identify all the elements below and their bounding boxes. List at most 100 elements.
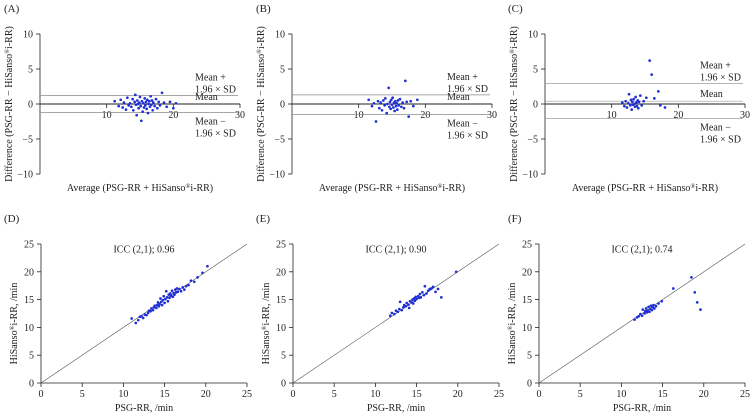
y-tick-label: 10 bbox=[275, 30, 285, 41]
data-point bbox=[385, 102, 389, 106]
y-axis-title-part: i-RR) bbox=[509, 26, 520, 49]
data-point bbox=[367, 98, 371, 102]
data-point bbox=[640, 314, 644, 318]
data-point bbox=[418, 292, 422, 296]
data-point bbox=[426, 289, 430, 293]
data-point bbox=[146, 111, 150, 115]
data-point bbox=[413, 299, 417, 303]
data-point bbox=[117, 104, 121, 108]
registered-mark: ® bbox=[261, 325, 268, 330]
y-axis-title-part: i-RR) bbox=[256, 26, 267, 49]
y-axis-title-part: i-RR, /min bbox=[9, 283, 20, 326]
y-tick-label: −5 bbox=[22, 135, 33, 146]
icc-annotation: ICC (2,1); 0.90 bbox=[365, 244, 426, 255]
data-point bbox=[170, 289, 174, 293]
data-point bbox=[656, 90, 660, 93]
y-tick-label: 25 bbox=[522, 240, 532, 251]
registered-mark: ® bbox=[9, 325, 16, 330]
lower-loa-label: 1.96 × SD bbox=[447, 131, 488, 142]
registered-mark: ® bbox=[437, 183, 442, 190]
data-point bbox=[176, 290, 180, 294]
x-tick-label: 25 bbox=[242, 389, 252, 400]
x-axis-title: Average (PSG-RR + HiSanso®i-RR) bbox=[319, 183, 465, 195]
x-tick-label: 15 bbox=[412, 389, 422, 400]
x-tick-label: 30 bbox=[740, 110, 750, 121]
x-axis-title: PSG-RR, /min bbox=[613, 403, 671, 414]
x-axis-title-part: i-RR) bbox=[695, 183, 718, 194]
data-point bbox=[620, 101, 624, 104]
x-tick-label: 20 bbox=[201, 389, 211, 400]
y-tick-label: −10 bbox=[269, 170, 285, 181]
data-point bbox=[395, 101, 399, 105]
y-tick-label: 20 bbox=[24, 267, 34, 278]
y-tick-label: 25 bbox=[24, 240, 34, 251]
data-point bbox=[638, 94, 642, 97]
data-point bbox=[643, 312, 646, 315]
x-axis-title: PSG-RR, /min bbox=[115, 403, 173, 414]
registered-mark: ® bbox=[690, 183, 695, 190]
identity-line bbox=[538, 243, 746, 384]
y-tick-label: 0 bbox=[527, 379, 532, 390]
data-point bbox=[141, 101, 145, 105]
data-point bbox=[174, 101, 178, 105]
identity-line bbox=[40, 243, 248, 384]
data-point bbox=[148, 105, 152, 109]
y-tick-label: −10 bbox=[17, 170, 33, 181]
data-point bbox=[630, 100, 634, 104]
registered-mark: ® bbox=[185, 183, 190, 190]
data-point bbox=[154, 97, 158, 101]
data-point bbox=[454, 270, 458, 274]
data-point bbox=[131, 97, 135, 101]
data-point bbox=[196, 276, 199, 279]
data-point bbox=[143, 104, 147, 107]
y-tick-label: 0 bbox=[281, 379, 286, 390]
y-tick-label: 10 bbox=[522, 323, 532, 334]
y-axis-title-part: Difference (PSG-RR − HiSanso bbox=[4, 54, 15, 182]
data-point bbox=[139, 119, 143, 123]
data-point bbox=[647, 305, 650, 309]
data-point bbox=[129, 105, 133, 109]
data-point bbox=[133, 100, 137, 104]
data-point bbox=[393, 312, 396, 316]
lower-loa-label: Mean − bbox=[447, 119, 478, 130]
data-point bbox=[134, 321, 138, 325]
data-point bbox=[634, 95, 638, 99]
data-point bbox=[391, 96, 395, 100]
data-point bbox=[422, 293, 426, 297]
data-point bbox=[430, 287, 433, 290]
data-point bbox=[634, 101, 638, 104]
data-point bbox=[650, 73, 654, 76]
x-tick-label: 10 bbox=[616, 389, 626, 400]
data-point bbox=[379, 101, 383, 104]
data-point bbox=[171, 106, 175, 110]
y-tick-label: 10 bbox=[276, 323, 286, 334]
x-tick-label: 10 bbox=[354, 110, 364, 121]
upper-loa-label: Mean + bbox=[700, 61, 731, 72]
data-point bbox=[389, 107, 393, 111]
x-tick-label: 20 bbox=[699, 389, 709, 400]
y-tick-label: 5 bbox=[28, 65, 33, 76]
data-point bbox=[411, 302, 415, 305]
data-point bbox=[155, 106, 159, 110]
data-point bbox=[415, 297, 418, 301]
data-point bbox=[136, 318, 140, 322]
data-point bbox=[399, 105, 403, 109]
data-point bbox=[394, 104, 398, 108]
x-tick-label: 30 bbox=[235, 110, 245, 121]
x-tick-label: 10 bbox=[607, 110, 617, 121]
upper-loa-label: 1.96 × SD bbox=[447, 84, 488, 95]
data-point bbox=[431, 285, 435, 289]
y-axis-title: HiSanso®i-RR, /min bbox=[9, 283, 21, 365]
data-point bbox=[644, 307, 648, 310]
data-point bbox=[401, 101, 405, 104]
y-tick-label: 5 bbox=[533, 65, 538, 76]
data-point bbox=[650, 308, 654, 312]
data-point bbox=[147, 102, 151, 106]
lower-loa-label: Mean − bbox=[700, 123, 731, 134]
data-point bbox=[155, 306, 158, 310]
data-point bbox=[173, 293, 176, 296]
upper-loa-label: 1.96 × SD bbox=[195, 85, 236, 96]
data-point bbox=[128, 101, 132, 105]
x-tick-label: 15 bbox=[658, 389, 668, 400]
